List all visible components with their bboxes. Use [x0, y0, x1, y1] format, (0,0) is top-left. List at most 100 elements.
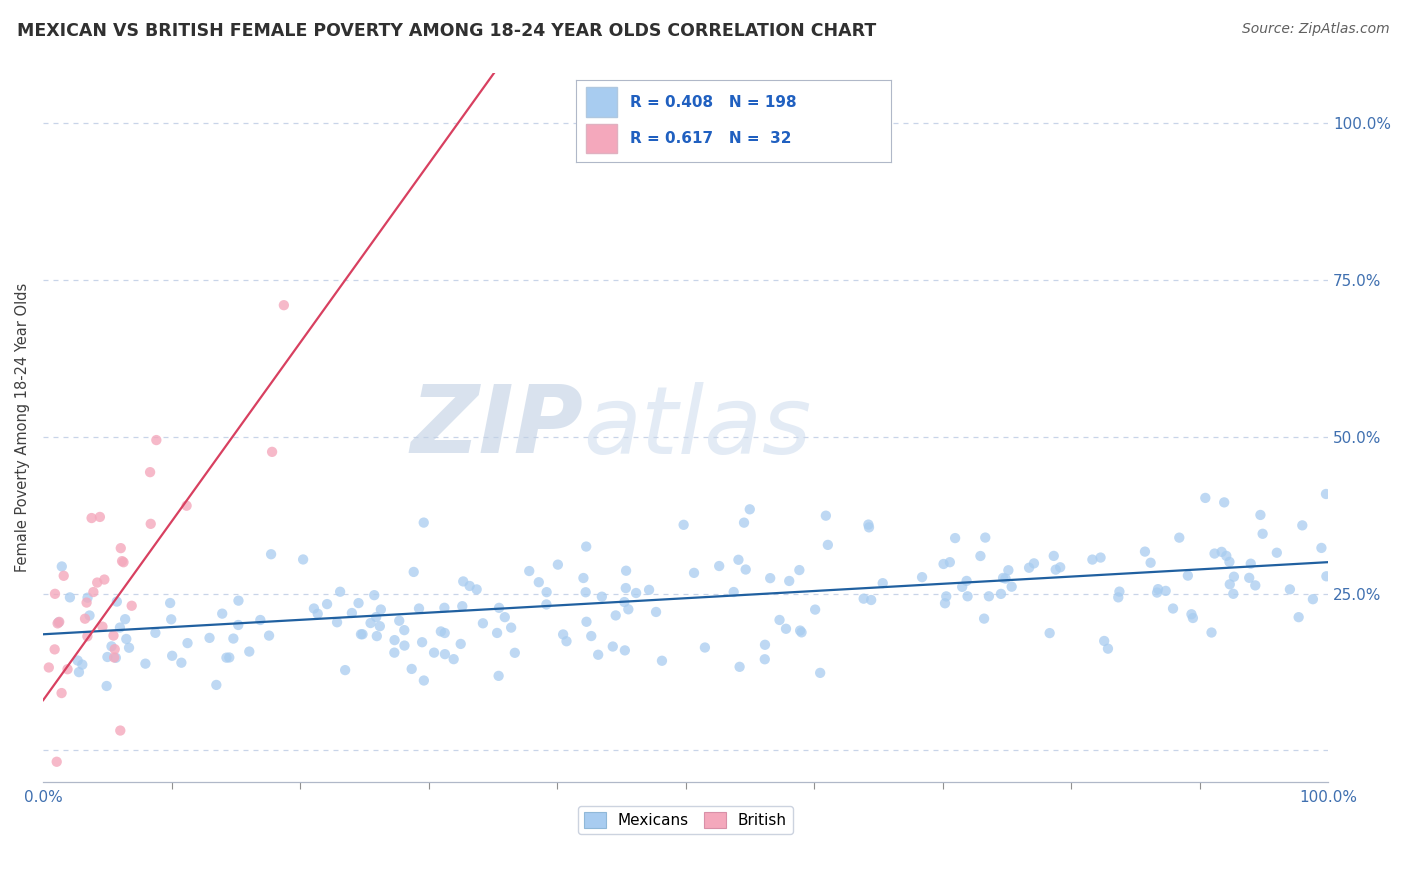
- Point: [1049, 560, 1071, 574]
- Point: [394, 623, 416, 637]
- Point: [388, 614, 411, 628]
- Point: [1090, 550, 1112, 565]
- Y-axis label: Female Poverty Among 18-24 Year Olds: Female Poverty Among 18-24 Year Olds: [15, 283, 30, 572]
- Point: [994, 572, 1017, 586]
- Point: [205, 678, 228, 692]
- Point: [1278, 582, 1301, 597]
- Point: [789, 563, 811, 577]
- Point: [488, 669, 510, 683]
- Point: [728, 660, 751, 674]
- Point: [1180, 607, 1202, 622]
- Point: [430, 624, 453, 639]
- Point: [103, 629, 125, 643]
- Point: [340, 606, 363, 620]
- Point: [450, 637, 472, 651]
- Point: [613, 643, 636, 657]
- Point: [118, 640, 141, 655]
- Point: [555, 634, 578, 648]
- Point: [139, 516, 162, 531]
- Point: [89, 510, 111, 524]
- Point: [121, 599, 143, 613]
- Point: [683, 566, 706, 580]
- Point: [458, 579, 481, 593]
- Point: [553, 627, 575, 641]
- Point: [575, 585, 598, 599]
- Point: [1039, 626, 1062, 640]
- Point: [114, 612, 136, 626]
- Point: [932, 557, 955, 571]
- Point: [93, 573, 115, 587]
- Point: [38, 660, 60, 674]
- Point: [316, 597, 339, 611]
- Point: [486, 626, 509, 640]
- Point: [211, 607, 233, 621]
- Point: [1181, 611, 1204, 625]
- Point: [104, 642, 127, 657]
- Point: [1161, 601, 1184, 615]
- Point: [527, 575, 550, 590]
- Point: [1213, 495, 1236, 509]
- Point: [1177, 568, 1199, 582]
- Point: [911, 570, 934, 584]
- Point: [110, 541, 132, 556]
- Point: [100, 640, 122, 654]
- Point: [1219, 577, 1241, 591]
- Point: [226, 618, 249, 632]
- Point: [433, 626, 456, 640]
- Point: [617, 602, 640, 616]
- Point: [292, 552, 315, 566]
- Point: [145, 625, 167, 640]
- Point: [412, 516, 434, 530]
- Point: [176, 499, 198, 513]
- Point: [990, 587, 1012, 601]
- Point: [46, 616, 69, 631]
- Point: [536, 598, 558, 612]
- Point: [79, 608, 101, 623]
- Point: [624, 586, 647, 600]
- Point: [955, 574, 977, 588]
- Point: [139, 465, 162, 479]
- Point: [451, 574, 474, 589]
- Point: [86, 575, 108, 590]
- Point: [775, 622, 797, 636]
- Point: [517, 564, 540, 578]
- Point: [228, 593, 250, 607]
- Point: [382, 646, 405, 660]
- Point: [48, 615, 70, 630]
- Point: [366, 629, 388, 643]
- Point: [1237, 571, 1260, 585]
- Point: [443, 652, 465, 666]
- Point: [238, 644, 260, 658]
- Point: [103, 650, 125, 665]
- Point: [733, 516, 755, 530]
- Point: [991, 571, 1014, 585]
- Point: [48, 615, 70, 629]
- Point: [260, 547, 283, 561]
- Point: [935, 590, 957, 604]
- Point: [974, 531, 997, 545]
- Point: [91, 620, 114, 634]
- Point: [645, 605, 668, 619]
- Point: [790, 625, 813, 640]
- Point: [1146, 585, 1168, 599]
- Point: [273, 298, 295, 312]
- Point: [572, 571, 595, 585]
- Point: [547, 558, 569, 572]
- Point: [638, 582, 661, 597]
- Point: [1168, 531, 1191, 545]
- Point: [363, 588, 385, 602]
- Point: [754, 638, 776, 652]
- Point: [1108, 584, 1130, 599]
- Point: [1042, 549, 1064, 563]
- Point: [1201, 625, 1223, 640]
- Point: [709, 559, 731, 574]
- Point: [1081, 552, 1104, 566]
- Point: [366, 610, 388, 624]
- Point: [613, 595, 636, 609]
- Point: [1001, 580, 1024, 594]
- Point: [727, 553, 749, 567]
- Point: [45, 755, 67, 769]
- Point: [423, 646, 446, 660]
- Point: [1147, 582, 1170, 596]
- Point: [950, 580, 973, 594]
